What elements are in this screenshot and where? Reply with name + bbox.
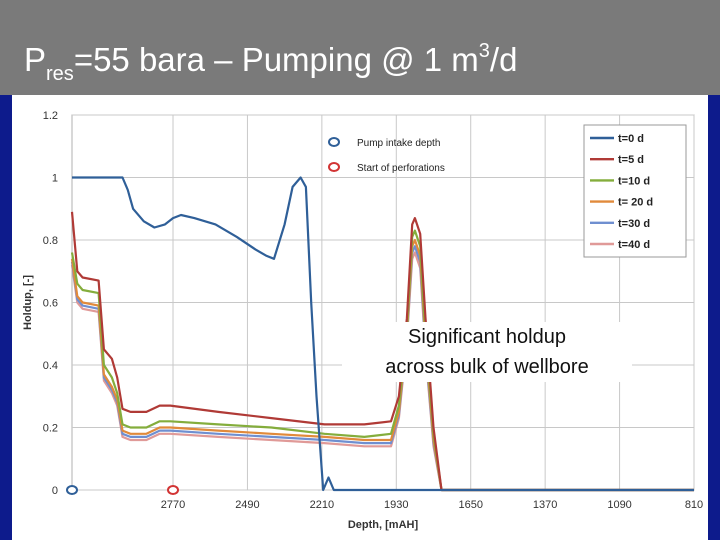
legend-label: t= 20 d <box>618 197 653 209</box>
x-axis-title: Depth, [mAH] <box>348 519 419 531</box>
y-axis-title: Holdup, [-] <box>22 275 34 330</box>
x-tick-label: 2210 <box>310 499 334 511</box>
title-superscript: 3 <box>478 40 490 62</box>
series-line <box>70 229 694 492</box>
y-tick-label: 0.4 <box>43 360 58 372</box>
title-middle: =55 bara – Pumping @ 1 m <box>73 41 479 78</box>
title-subscript: res <box>46 63 74 85</box>
legend-label: t=40 d <box>618 239 650 251</box>
y-tick-label: 0.2 <box>43 423 58 435</box>
marker-legend: Pump intake depth Start of perforations <box>328 137 445 174</box>
y-tick-label: 1.2 <box>43 110 58 122</box>
y-tick-label: 0 <box>52 485 58 497</box>
right-side-bar <box>708 95 720 540</box>
x-tick-label: 1650 <box>458 499 482 511</box>
holdup-chart: 2770 2490 2210 1930 1650 1370 1090 810 0 0.2 0.4 0.… <box>22 110 703 531</box>
series-line <box>72 176 694 492</box>
left-side-bar <box>0 95 12 540</box>
depth-markers <box>66 485 180 495</box>
marker-legend-label: Pump intake depth <box>357 138 440 149</box>
x-tick-label: 2770 <box>161 499 185 511</box>
legend-box <box>583 124 687 258</box>
depth-marker <box>167 485 180 495</box>
x-tick-label: 1370 <box>533 499 557 511</box>
series-line <box>70 211 694 492</box>
y-tick-label: 0.6 <box>43 298 58 310</box>
x-tick-label: 810 <box>685 499 703 511</box>
legend-label: t=0 d <box>618 133 644 145</box>
x-tick-label: 1930 <box>384 499 408 511</box>
series-line <box>70 238 694 492</box>
series-lines <box>70 176 694 492</box>
annotation-line-1: Significant holdup <box>408 326 566 348</box>
legend-label: t=30 d <box>618 218 650 230</box>
legend: t=0 d t=5 d t=10 d t= 20 d t=30 d t=40 d <box>583 124 687 258</box>
title-bar <box>0 0 720 95</box>
chart-panel: 2770 2490 2210 1930 1650 1370 1090 810 0 0.2 0.4 0.… <box>12 95 708 540</box>
depth-marker <box>66 485 78 495</box>
tick-labels: 2770 2490 2210 1930 1650 1370 1090 810 0 0.2 0.4 0.… <box>43 110 703 511</box>
legend-label: t=10 d <box>618 175 650 187</box>
series-line <box>70 245 694 492</box>
y-tick-label: 1 <box>52 173 58 185</box>
marker-legend-symbol <box>328 162 340 172</box>
y-tick-label: 0.8 <box>43 235 58 247</box>
legend-label: t=5 d <box>618 154 644 166</box>
holdup-annotation: Significant holdup across bulk of wellbo… <box>342 322 632 382</box>
annotation-line-2: across bulk of wellbore <box>385 356 589 378</box>
title-main: P <box>24 41 47 78</box>
marker-legend-label: Start of perforations <box>357 163 445 174</box>
title-end: /d <box>489 41 518 78</box>
x-tick-label: 2490 <box>235 499 259 511</box>
x-tick-label: 1090 <box>607 499 631 511</box>
slide-title: Pres=55 bara – Pumping @ 1 m3/d <box>24 40 517 86</box>
marker-legend-symbol <box>328 137 340 147</box>
